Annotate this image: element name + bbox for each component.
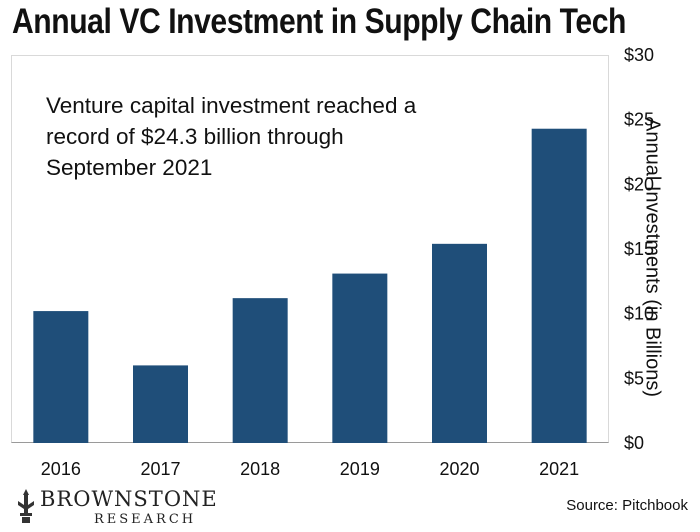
logo-name: BROWNSTONE — [40, 487, 218, 511]
x-tick-label: 2016 — [41, 459, 81, 479]
chart-annotation: Venture capital investment reached a rec… — [46, 93, 417, 180]
y-tick-label: $30 — [624, 45, 654, 65]
y-tick-label: $25 — [624, 110, 654, 130]
source-note: Source: Pitchbook — [566, 497, 688, 514]
x-tick-label: 2018 — [240, 459, 280, 479]
plot-area — [11, 55, 609, 443]
y-axis-label: Annual Investments (in Billions) — [641, 118, 664, 398]
y-tick-label: $15 — [624, 239, 654, 259]
x-tick-label: 2021 — [539, 459, 579, 479]
bar-2019 — [332, 273, 388, 443]
bar-2020 — [432, 243, 487, 443]
bar-2017 — [133, 365, 188, 443]
y-tick-label: $10 — [624, 304, 654, 324]
x-tick-label: 2017 — [140, 459, 180, 479]
bar-2016 — [33, 311, 89, 443]
brownstone-emblem-icon — [18, 489, 34, 523]
x-tick-label: 2020 — [439, 459, 479, 479]
logo-subtitle: RESEARCH — [94, 512, 197, 527]
y-tick-label: $5 — [624, 368, 644, 388]
y-tick-label: $20 — [624, 174, 654, 194]
bar-2018 — [232, 298, 288, 443]
y-tick-label: $0 — [624, 433, 644, 453]
x-tick-label: 2019 — [340, 459, 380, 479]
chart-title: Annual VC Investment in Supply Chain Tec… — [12, 2, 626, 41]
brownstone-logo: BROWNSTONE RESEARCH — [14, 487, 217, 532]
bar-2021 — [531, 128, 587, 443]
